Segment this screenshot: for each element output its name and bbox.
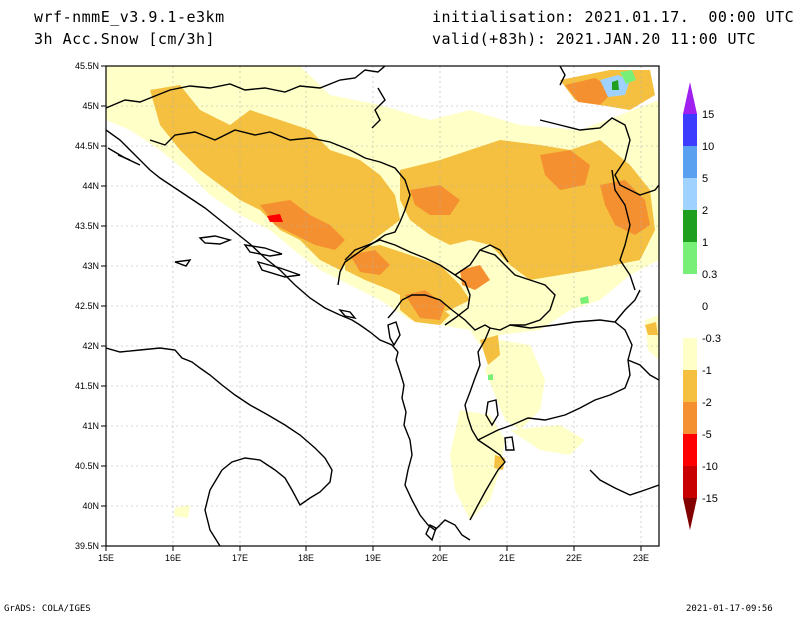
colorbar-cell: [683, 338, 697, 370]
colorbar-cell: [683, 242, 697, 274]
lon-label: 23E: [633, 553, 649, 563]
colorbar-cell: [683, 178, 697, 210]
corfu-coast: [425, 524, 437, 542]
lat-label: 44N: [82, 181, 99, 191]
lat-tick-marks: [101, 65, 106, 547]
island-coast: [174, 259, 192, 267]
lon-labels: 15E 16E 17E 18E 19E 20E 21E 22E 23E: [98, 553, 649, 563]
border-montenegro: [344, 239, 471, 326]
lon-tick-marks: [105, 546, 642, 551]
lat-label: 39.5N: [75, 541, 99, 551]
italian-coast: [106, 347, 333, 499]
lon-label: 15E: [98, 553, 114, 563]
lon-label: 20E: [432, 553, 448, 563]
colorbar-label: 1: [702, 237, 708, 249]
snow-intense-areas: [267, 214, 283, 222]
border-greece-bulgaria: [627, 359, 659, 381]
border-bosnia: [149, 129, 411, 286]
colorbar-label: 10: [702, 141, 714, 153]
colorbar-cell: [683, 370, 697, 402]
colorbar-top-arrow: [683, 82, 697, 114]
lat-label: 43.5N: [75, 221, 99, 231]
colorbar-cell: [683, 114, 697, 146]
island-coast: [256, 260, 301, 278]
island-coast: [198, 235, 233, 245]
island-coast: [107, 147, 141, 166]
lat-labels: 39.5N 40N 40.5N 41N 41.5N 42N 42.5N 43N …: [75, 61, 99, 551]
colorbar: [683, 82, 697, 530]
colorbar-label: -5: [702, 429, 712, 441]
lake-prespa: [504, 436, 515, 451]
island-coast: [243, 244, 283, 257]
lat-label: 45N: [82, 101, 99, 111]
valid-time: valid(+83h): 2021.JAN.20 11:00 UTC: [432, 30, 757, 48]
snow-fields: [106, 66, 659, 520]
colorbar-label: -2: [702, 397, 712, 409]
coastlines-borders: [106, 66, 659, 546]
colorbar-label: -0.3: [702, 333, 721, 345]
lat-label: 44.5N: [75, 141, 99, 151]
colorbar-label: -1: [702, 365, 712, 377]
render-timestamp: 2021-01-17-09:56: [686, 604, 773, 614]
colorbar-labels: 15 10 5 2 1 0.3 0 -0.3 -1 -2 -5 -10 -15: [702, 109, 721, 505]
colorbar-cell: [683, 274, 697, 306]
lon-label: 17E: [232, 553, 248, 563]
border-serbia-bulgaria: [611, 169, 636, 291]
adriatic-coast-north: [106, 129, 399, 353]
lat-label: 41N: [82, 421, 99, 431]
colorbar-cell: [683, 210, 697, 242]
colorbar-label: -10: [702, 461, 718, 473]
grads-credit: GrADS: COLA/IGES: [4, 604, 91, 614]
lon-label: 21E: [499, 553, 515, 563]
grid-lines: [106, 66, 659, 546]
border-albania-north: [451, 309, 491, 331]
lake-ohrid: [485, 399, 499, 427]
border-macedonia-bulgaria: [614, 289, 641, 323]
greek-coast-east: [589, 469, 659, 496]
lat-label: 45.5N: [75, 61, 99, 71]
field-title: 3h Acc.Snow [cm/3h]: [34, 30, 216, 48]
italian-coast-gulf: [221, 457, 311, 507]
colorbar-bottom-arrow: [683, 498, 697, 530]
island-coast: [117, 154, 131, 161]
lon-label: 16E: [165, 553, 181, 563]
lon-label: 22E: [566, 553, 582, 563]
colorbar-label: -15: [702, 493, 718, 505]
border-montenegro-albania: [387, 294, 453, 319]
lon-label: 18E: [298, 553, 314, 563]
border-serbia-montenegro: [454, 244, 509, 276]
colorbar-cell: [683, 402, 697, 434]
colorbar-label: 2: [702, 205, 708, 217]
colorbar-label: 0: [702, 301, 708, 313]
border-serbia-hungary: [559, 66, 566, 86]
border-north: [106, 66, 386, 109]
lat-label: 42.5N: [75, 301, 99, 311]
colorbar-cell: [683, 146, 697, 178]
colorbar-cell: [683, 306, 697, 338]
border-serbia-romania: [539, 117, 659, 196]
init-time: initialisation: 2021.01.17. 00:00 UTC: [432, 8, 795, 26]
model-title: wrf-nmmE_v3.9.1-e3km: [34, 8, 225, 26]
colorbar-label: 5: [702, 173, 708, 185]
colorbar-label: 0.3: [702, 269, 717, 281]
lat-label: 43N: [82, 261, 99, 271]
colorbar-label: 15: [702, 109, 714, 121]
border-albania-macedonia: [464, 327, 506, 521]
greek-coast: [434, 519, 471, 541]
lon-label: 19E: [365, 553, 381, 563]
lat-label: 40N: [82, 501, 99, 511]
lat-label: 42N: [82, 341, 99, 351]
lat-label: 40.5N: [75, 461, 99, 471]
colorbar-cell: [683, 434, 697, 466]
border-macedonia: [477, 319, 633, 441]
border-north-east: [371, 87, 386, 129]
island-coast: [338, 308, 357, 320]
colorbar-cell: [683, 466, 697, 498]
albanian-coast: [395, 351, 436, 531]
snow-positive-areas: [488, 70, 636, 380]
italian-coast-south: [204, 469, 223, 546]
lake-shkoder: [387, 321, 401, 347]
lat-label: 41.5N: [75, 381, 99, 391]
